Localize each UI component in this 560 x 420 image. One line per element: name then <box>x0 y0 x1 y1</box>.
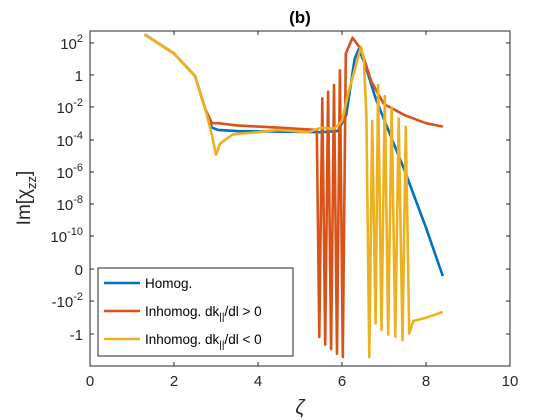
y-tick-label: -10-2 <box>52 291 83 311</box>
y-axis-label-close: ] <box>14 171 35 176</box>
legend-label-3: Inhomog. dk||/dl < 0 <box>145 332 262 351</box>
y-tick-label: 10-8 <box>57 194 83 214</box>
y-axis-label-sub: zz <box>24 176 39 189</box>
x-tick-label: 4 <box>254 373 262 390</box>
x-tick-label: 10 <box>502 373 519 390</box>
y-tick-label: -1 <box>70 327 83 344</box>
x-tick-label: 2 <box>170 373 178 390</box>
axes-box <box>89 30 511 367</box>
y-axis-label: Im[χzz] <box>14 171 39 226</box>
series-layer <box>143 33 445 359</box>
svg-text:Im[χzz]: Im[χzz] <box>14 171 39 226</box>
legend-label-2: Inhomog. dk||/dl > 0 <box>145 304 262 323</box>
chart-title: (b) <box>289 8 311 27</box>
y-tick-label: 102 <box>60 33 83 53</box>
legend: Homog. Inhomog. dk||/dl > 0 Inhomog. dk||/… <box>97 267 294 357</box>
legend-label-1: Homog. <box>145 276 192 291</box>
x-tick-label: 8 <box>422 373 430 390</box>
y-tick-label: 10-2 <box>57 97 83 117</box>
y-axis-label-main: Im[χ <box>14 189 35 225</box>
y-tick-label: 10-4 <box>57 130 83 150</box>
y-tick-label: 0 <box>75 262 83 279</box>
y-tick-label: 10-6 <box>57 162 83 182</box>
series-line-2 <box>143 33 444 359</box>
x-axis-label: ζ <box>295 397 306 419</box>
series-line-3 <box>143 33 444 359</box>
y-tick-label: 1 <box>75 68 83 85</box>
axes-layer: 0 2 4 6 8 10 102 1 10-2 10-4 10-6 10-8 10-10 0 -10-2 -1 <box>50 30 519 390</box>
x-tick-label: 0 <box>86 373 94 390</box>
x-tick-label: 6 <box>338 373 346 390</box>
y-tick-label: 10-10 <box>50 226 83 246</box>
